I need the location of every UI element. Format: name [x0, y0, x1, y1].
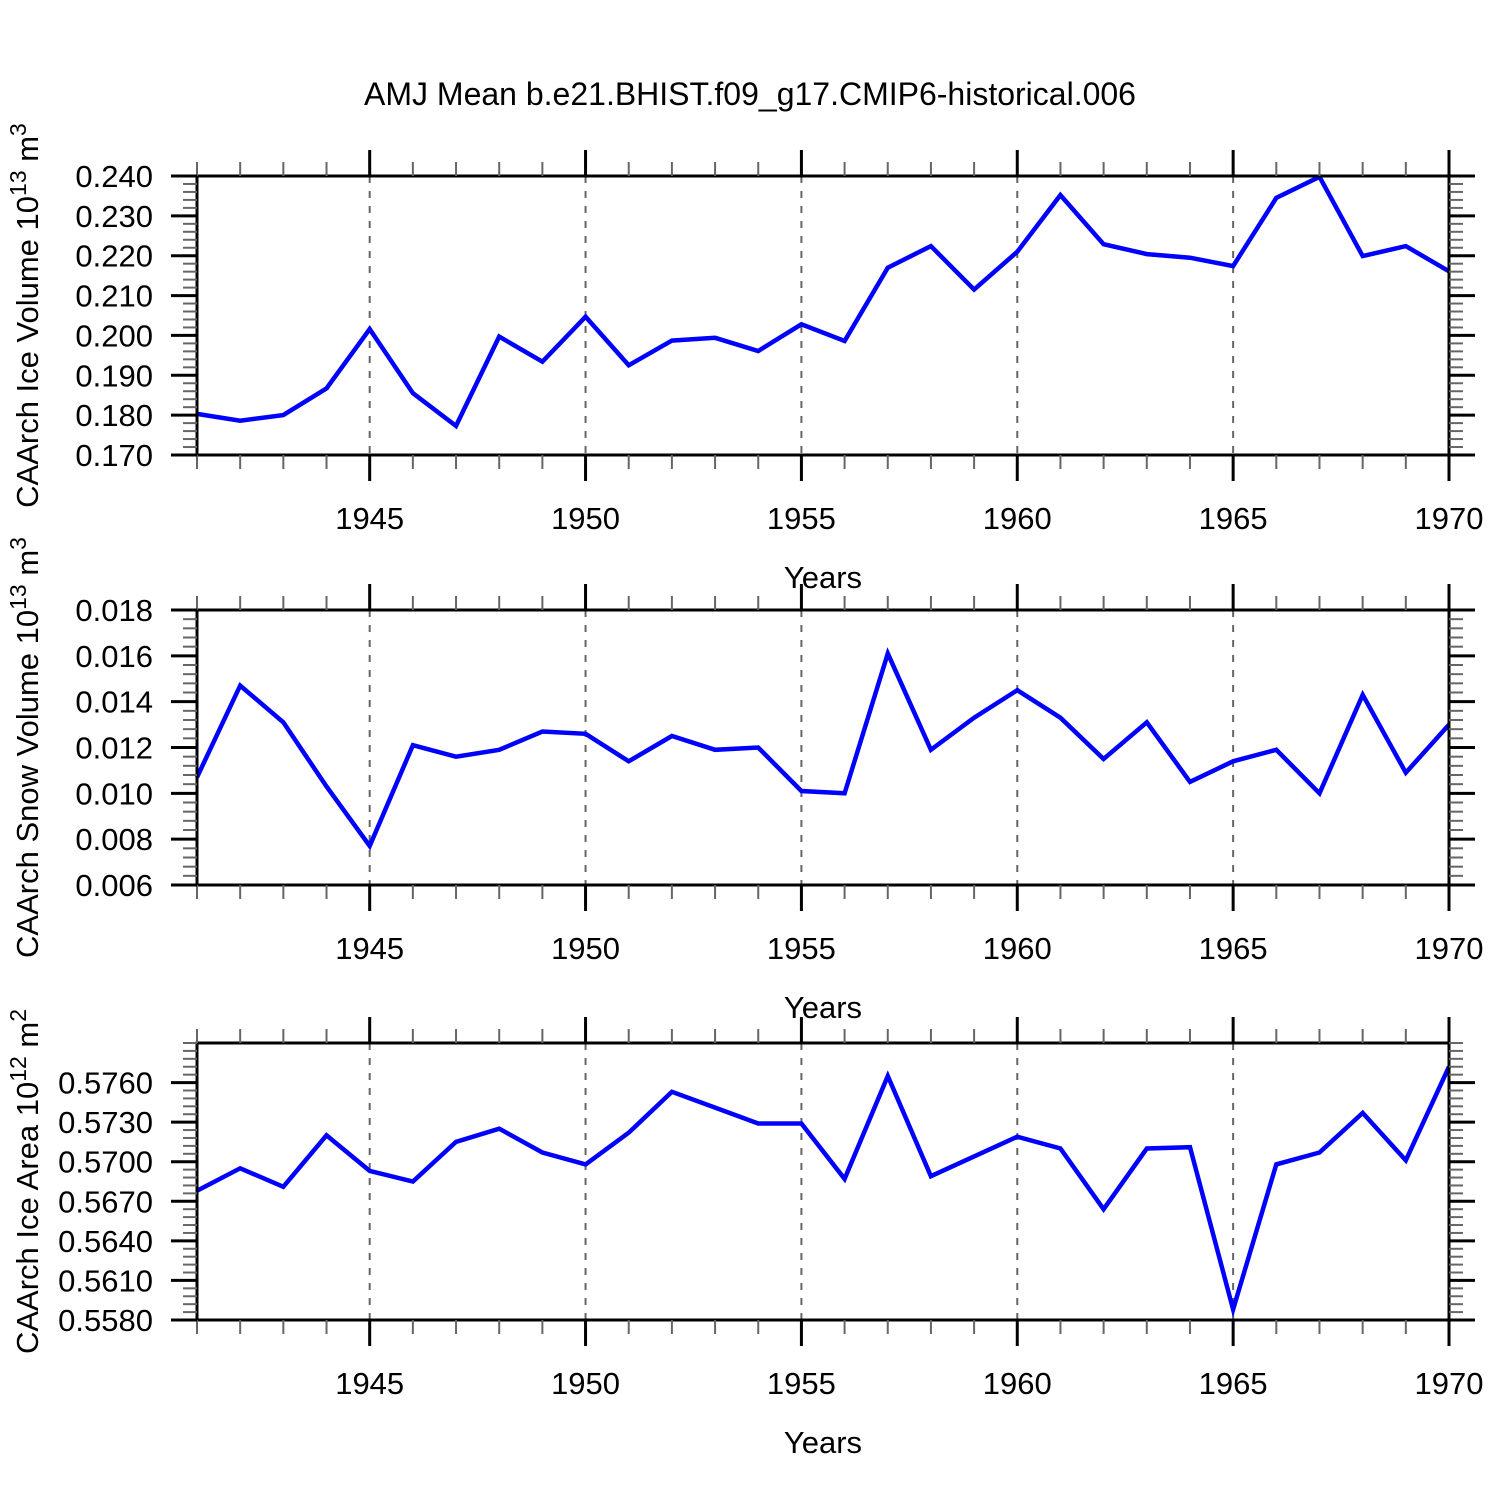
x-tick-label: 1955 [767, 1366, 836, 1401]
x-tick-label: 1970 [1415, 501, 1484, 536]
y-tick-label: 0.220 [75, 239, 153, 274]
y-tick-label: 0.5610 [58, 1263, 153, 1298]
y-tick-label: 0.006 [75, 868, 153, 903]
x-tick-label: 1955 [767, 931, 836, 966]
x-tick-label: 1970 [1415, 931, 1484, 966]
x-axis-title: Years [784, 990, 862, 1025]
x-tick-label: 1945 [335, 931, 404, 966]
x-tick-label: 1950 [551, 1366, 620, 1401]
panel-1: 0.170 0.180 0.190 0.200 0.210 0.220 0.230 0.240… [5, 123, 1483, 595]
data-line [196, 173, 1451, 430]
x-tick-label: 1965 [1199, 931, 1268, 966]
data-line [194, 647, 1451, 851]
x-axis-title: Years [784, 1425, 862, 1460]
x-axis-title: Years [784, 560, 862, 595]
y-tick-label: 0.180 [75, 398, 153, 433]
y-axis-title: CAArch Ice Volume 1013 m3 [5, 123, 45, 508]
y-tick-label: 0.5730 [58, 1105, 153, 1140]
y-tick-label: 0.5700 [58, 1145, 153, 1180]
panel-3: 0.5580 0.5610 0.5640 0.5670 0.5700 0.5730 0.57… [5, 1009, 1483, 1460]
y-tick-label: 0.210 [75, 279, 153, 314]
plot-border [195, 1041, 1451, 1322]
x-tick-label: 1960 [983, 1366, 1052, 1401]
y-tick-label: 0.012 [75, 731, 153, 766]
x-tick-label: 1960 [983, 931, 1052, 966]
y-tick-label: 0.230 [75, 199, 153, 234]
y-tick-label: 0.190 [75, 358, 153, 393]
y-tick-label: 0.5640 [58, 1224, 153, 1259]
x-tick-label: 1960 [983, 501, 1052, 536]
x-tick-label: 1965 [1199, 501, 1268, 536]
x-tick-label: 1950 [551, 501, 620, 536]
chart-title: AMJ Mean b.e21.BHIST.f09_g17.CMIP6-histo… [364, 76, 1136, 112]
y-tick-label: 0.008 [75, 822, 153, 857]
x-tick-label: 1950 [551, 931, 620, 966]
y-tick-label: 0.014 [75, 685, 153, 720]
x-tick-label: 1965 [1199, 1366, 1268, 1401]
panel-2: 0.006 0.008 0.010 0.012 0.014 0.016 0.018 1945 1… [5, 537, 1483, 1025]
y-tick-label: 0.010 [75, 776, 153, 811]
y-tick-label: 0.170 [75, 438, 153, 473]
data-line [195, 1065, 1452, 1318]
y-tick-label: 0.5670 [58, 1184, 153, 1219]
x-tick-label: 1945 [335, 1366, 404, 1401]
y-tick-label: 0.5580 [58, 1303, 153, 1338]
x-tick-label: 1955 [767, 501, 836, 536]
y-axis-title: CAArch Ice Area 1012 m2 [5, 1009, 45, 1354]
y-tick-label: 0.018 [75, 593, 153, 628]
y-tick-label: 0.240 [75, 159, 153, 194]
y-tick-label: 0.016 [75, 639, 153, 674]
y-axis-title: CAArch Snow Volume 1013 m3 [5, 537, 45, 958]
plot-border [195, 608, 1451, 887]
y-tick-label: 0.200 [75, 318, 153, 353]
x-tick-label: 1945 [335, 501, 404, 536]
y-tick-label: 0.5760 [58, 1066, 153, 1101]
plot-border [195, 174, 1451, 457]
x-tick-label: 1970 [1415, 1366, 1484, 1401]
